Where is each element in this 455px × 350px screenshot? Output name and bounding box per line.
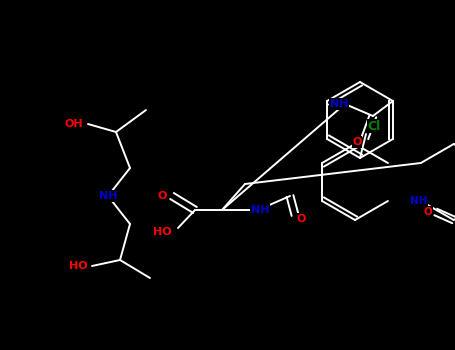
Text: Cl: Cl xyxy=(367,119,381,133)
Text: O: O xyxy=(157,191,167,201)
Text: O: O xyxy=(423,207,432,217)
Text: HO: HO xyxy=(69,261,87,271)
Text: NH: NH xyxy=(251,205,269,215)
Text: NH: NH xyxy=(99,191,117,201)
Text: O: O xyxy=(352,137,362,147)
Text: NH: NH xyxy=(410,196,428,206)
Text: O: O xyxy=(296,214,306,224)
Text: OH: OH xyxy=(65,119,83,129)
Text: NH: NH xyxy=(330,99,348,109)
Text: HO: HO xyxy=(153,227,172,237)
